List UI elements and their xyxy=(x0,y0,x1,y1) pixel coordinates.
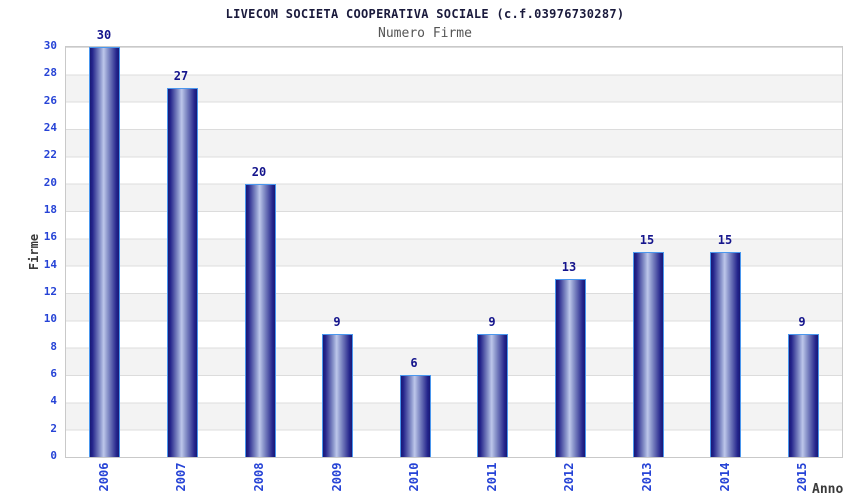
bar-value-label: 13 xyxy=(561,260,577,274)
x-tick-label: 2011 xyxy=(485,462,499,492)
bar-2009 xyxy=(322,334,353,457)
bar-2014 xyxy=(710,252,741,457)
y-tick-label: 16 xyxy=(43,230,57,244)
x-tick-label: 2009 xyxy=(330,462,344,492)
bar-value-label: 15 xyxy=(717,233,733,247)
x-tick-label: 2012 xyxy=(562,462,576,492)
y-tick-label: 4 xyxy=(50,394,57,408)
bar-value-label: 20 xyxy=(251,165,267,179)
x-tick-label: 2006 xyxy=(97,462,111,492)
y-tick-label: 20 xyxy=(43,175,57,189)
x-tick-label: 2015 xyxy=(795,462,809,492)
bar-2013 xyxy=(633,252,664,457)
plot-area xyxy=(65,46,843,458)
chart-title: LIVECOM SOCIETA COOPERATIVA SOCIALE (c.f… xyxy=(225,7,625,21)
bar-2006 xyxy=(89,47,120,457)
bar-2010 xyxy=(400,375,431,457)
x-tick-label: 2008 xyxy=(252,462,266,492)
y-tick-label: 2 xyxy=(50,421,57,435)
y-tick-label: 12 xyxy=(43,285,57,298)
x-tick-label: 2007 xyxy=(174,462,188,492)
bar-2011 xyxy=(477,334,508,457)
x-tick-label: 2014 xyxy=(718,462,732,492)
chart-subtitle: Numero Firme xyxy=(378,26,472,41)
y-tick-label: 24 xyxy=(43,121,57,134)
bar-value-label: 9 xyxy=(333,315,341,329)
bar-value-label: 30 xyxy=(96,28,112,42)
y-tick-label: 0 xyxy=(50,449,57,462)
y-tick-label: 6 xyxy=(50,367,57,380)
bar-value-label: 15 xyxy=(639,233,655,247)
bar-2007 xyxy=(167,88,198,457)
bar-value-label: 6 xyxy=(410,356,418,370)
bar-value-label: 9 xyxy=(488,315,496,329)
x-tick-label: 2010 xyxy=(407,462,421,492)
y-tick-label: 18 xyxy=(43,203,57,216)
bar-2008 xyxy=(245,184,276,457)
bar-2015 xyxy=(788,334,819,457)
y-tick-label: 30 xyxy=(43,39,57,52)
bar-value-label: 9 xyxy=(798,315,806,329)
y-tick-label: 8 xyxy=(50,339,57,353)
y-tick-label: 10 xyxy=(43,312,57,326)
bar-value-label: 27 xyxy=(173,69,189,83)
y-tick-label: 14 xyxy=(43,257,57,271)
y-tick-label: 26 xyxy=(43,93,57,107)
y-tick-label: 28 xyxy=(43,66,57,80)
bar-2012 xyxy=(555,279,586,457)
y-tick-label: 22 xyxy=(43,148,57,162)
x-axis-title: Anno xyxy=(812,482,844,497)
x-tick-label: 2013 xyxy=(640,462,654,492)
